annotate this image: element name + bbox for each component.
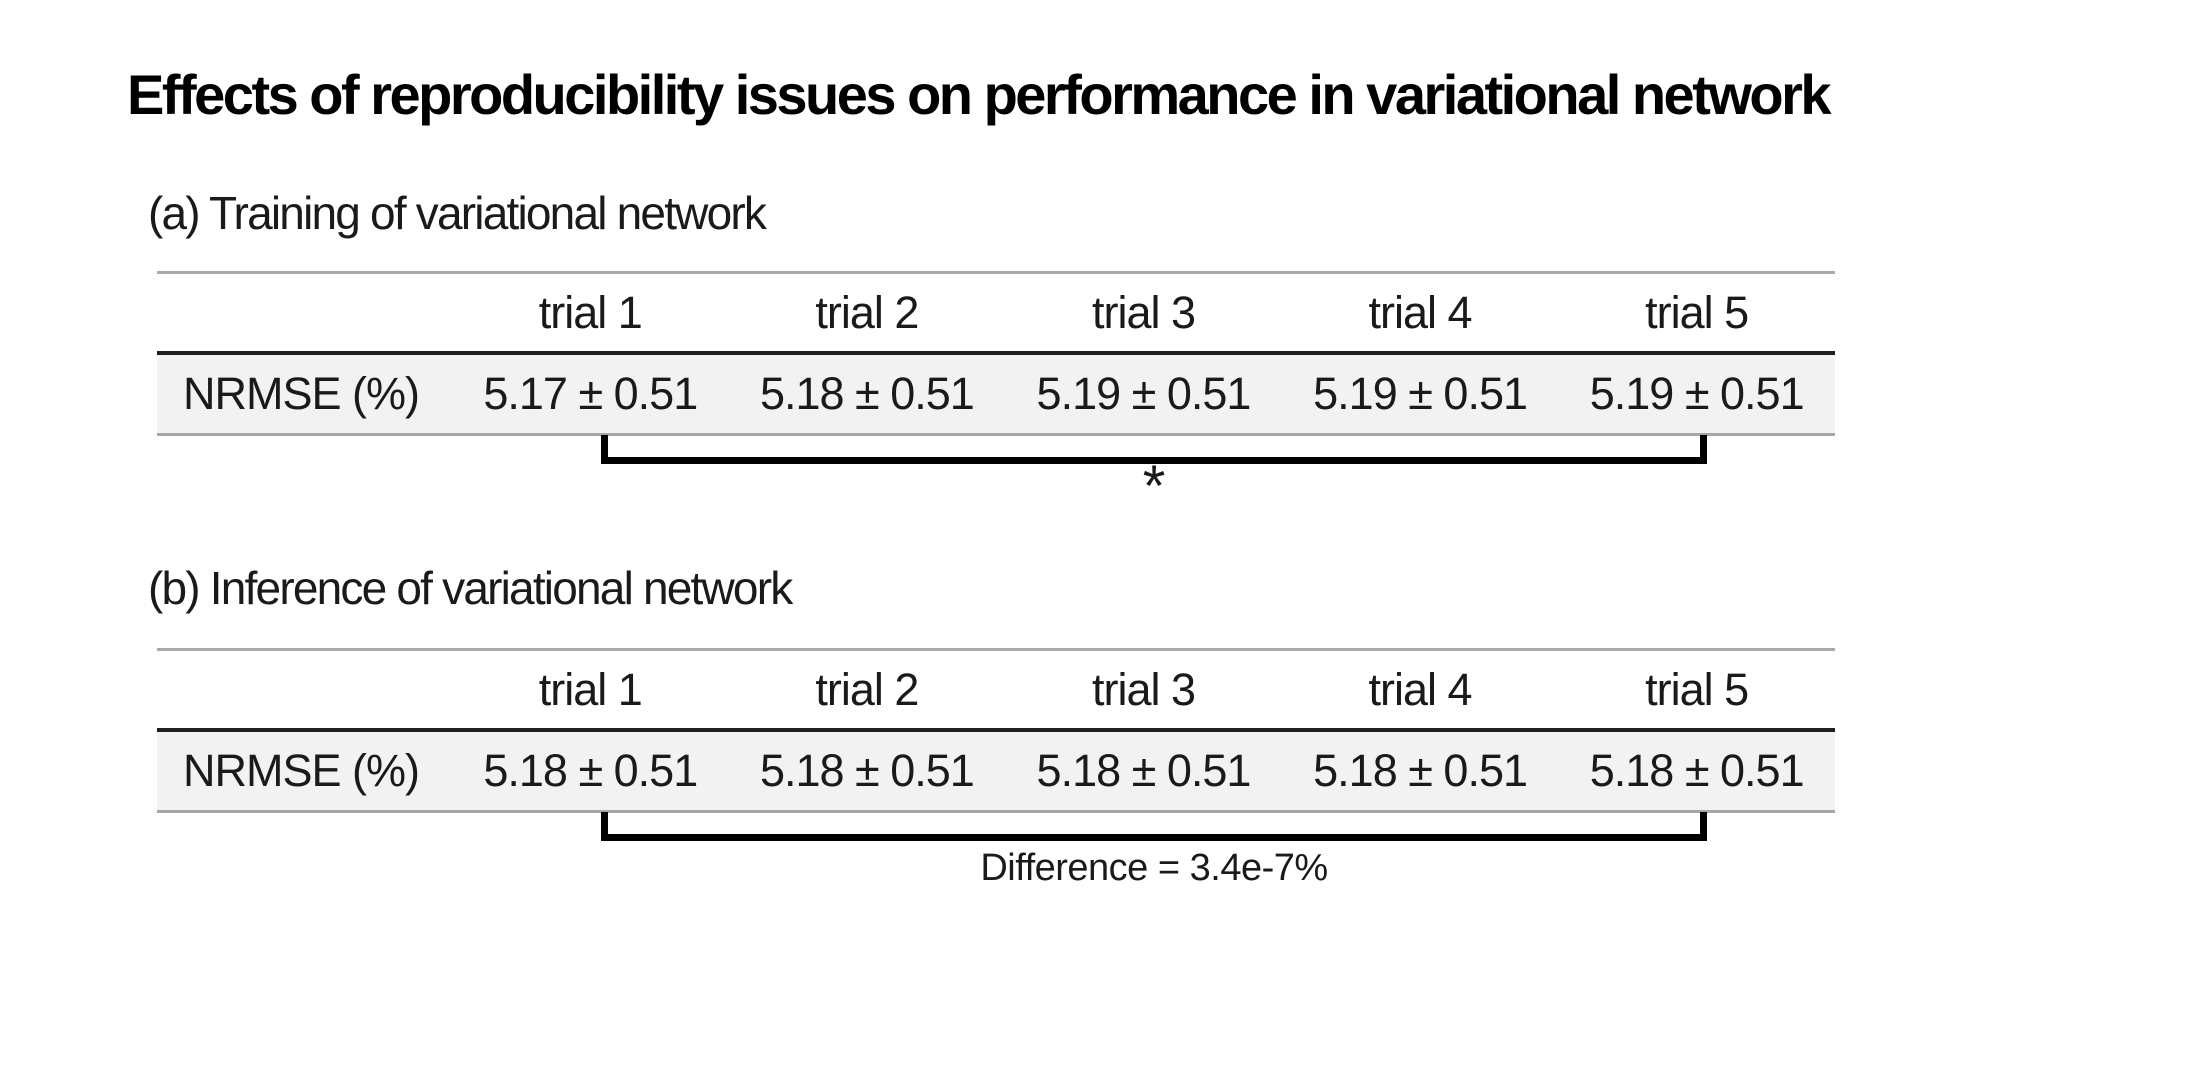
difference-label: Difference = 3.4e-7% bbox=[980, 847, 1328, 889]
significance-bracket-a bbox=[601, 435, 1707, 464]
table-a-value-trial-2: 5.18 ± 0.51 bbox=[759, 368, 975, 419]
table-b-col-header-trial-3: trial 3 bbox=[1091, 663, 1196, 715]
table-b-header-row: trial 1 trial 2 trial 3 trial 4 trial 5 bbox=[157, 648, 1835, 732]
table-a: trial 1 trial 2 trial 3 trial 4 trial 5 … bbox=[157, 271, 1835, 436]
table-b: trial 1 trial 2 trial 3 trial 4 trial 5 … bbox=[157, 648, 1835, 813]
table-b-data-row: NRMSE (%) 5.18 ± 0.51 5.18 ± 0.51 5.18 ±… bbox=[157, 732, 1835, 813]
table-b-value-trial-1: 5.18 ± 0.51 bbox=[483, 745, 698, 796]
table-b-col-header-trial-4: trial 4 bbox=[1368, 663, 1473, 715]
table-b-col-header-trial-5: trial 5 bbox=[1645, 663, 1749, 715]
table-a-value-trial-5: 5.19 ± 0.51 bbox=[1589, 368, 1805, 419]
figure-title: Effects of reproducibility issues on per… bbox=[127, 63, 1832, 126]
table-b-col-header-trial-2: trial 2 bbox=[815, 663, 919, 715]
table-b-value-trial-2: 5.18 ± 0.51 bbox=[759, 745, 975, 796]
table-a-col-header-trial-4: trial 4 bbox=[1368, 286, 1473, 338]
section-a-label: (a) Training of variational network bbox=[148, 187, 767, 239]
table-b-value-trial-5: 5.18 ± 0.51 bbox=[1589, 745, 1805, 796]
table-b-row-header: NRMSE (%) bbox=[183, 745, 420, 796]
table-a-value-trial-3: 5.19 ± 0.51 bbox=[1036, 368, 1252, 419]
table-a-value-trial-4: 5.19 ± 0.51 bbox=[1313, 368, 1528, 419]
table-b-col-header-trial-1: trial 1 bbox=[538, 663, 643, 715]
table-a-col-header-trial-1: trial 1 bbox=[538, 286, 643, 338]
difference-bracket-b bbox=[601, 812, 1707, 841]
table-a-row-header: NRMSE (%) bbox=[183, 368, 420, 419]
table-a-col-header-trial-5: trial 5 bbox=[1645, 286, 1749, 338]
table-b-value-trial-3: 5.18 ± 0.51 bbox=[1036, 745, 1252, 796]
table-b-value-trial-4: 5.18 ± 0.51 bbox=[1313, 745, 1528, 796]
significance-asterisk: * bbox=[1142, 454, 1166, 519]
table-a-data-row: NRMSE (%) 5.17 ± 0.51 5.18 ± 0.51 5.19 ±… bbox=[157, 355, 1835, 436]
section-b-label: (b) Inference of variational network bbox=[148, 562, 793, 614]
table-a-col-header-trial-2: trial 2 bbox=[815, 286, 919, 338]
table-a-col-header-trial-3: trial 3 bbox=[1091, 286, 1196, 338]
table-a-value-trial-1: 5.17 ± 0.51 bbox=[483, 368, 698, 419]
table-a-header-row: trial 1 trial 2 trial 3 trial 4 trial 5 bbox=[157, 271, 1835, 355]
